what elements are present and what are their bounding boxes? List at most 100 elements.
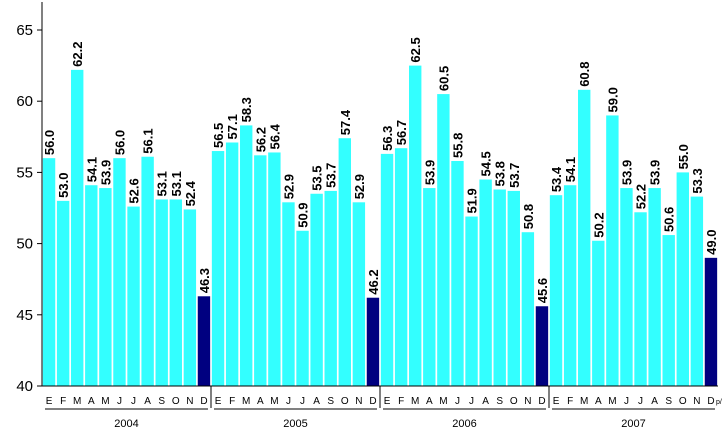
- year-label: 2007: [621, 418, 645, 430]
- data-label: 55.8: [450, 133, 465, 158]
- bar: [704, 257, 718, 386]
- data-label: 45.6: [535, 278, 550, 303]
- bars: [42, 65, 718, 387]
- bar: [141, 156, 154, 386]
- month-label: J: [131, 396, 136, 407]
- month-label: O: [341, 396, 349, 407]
- month-label: E: [46, 396, 53, 407]
- data-label: 49.0: [704, 230, 719, 255]
- year-label: 2004: [114, 418, 138, 430]
- month-label: O: [679, 396, 687, 407]
- data-label: 50.2: [591, 212, 606, 237]
- bar: [56, 200, 70, 386]
- bar: [549, 195, 563, 386]
- month-label: S: [665, 396, 672, 407]
- bar: [606, 115, 619, 386]
- month-label: A: [144, 396, 151, 407]
- data-label: 52.9: [352, 174, 367, 199]
- month-label: S: [327, 396, 334, 407]
- y-tick-label: 60: [16, 93, 33, 110]
- y-tick-label: 55: [16, 164, 33, 181]
- month-label: A: [88, 396, 95, 407]
- data-label: 56.0: [112, 130, 127, 155]
- data-label: 46.3: [197, 268, 212, 293]
- data-label: 54.1: [563, 157, 578, 182]
- month-label: A: [313, 396, 320, 407]
- data-label: 53.5: [310, 165, 325, 190]
- month-label: M: [242, 396, 250, 407]
- data-label: 56.4: [267, 123, 282, 149]
- month-label: E: [384, 396, 391, 407]
- data-label: 62.5: [408, 37, 423, 62]
- data-label: 53.1: [155, 171, 170, 196]
- month-label: M: [439, 396, 447, 407]
- bar: [592, 240, 605, 386]
- month-label: D: [369, 396, 376, 407]
- data-label: 53.4: [549, 166, 564, 192]
- data-label: 50.8: [521, 204, 536, 229]
- bar: [127, 206, 140, 386]
- data-label: 52.4: [183, 180, 198, 206]
- month-label: J: [624, 396, 629, 407]
- data-label: 54.1: [84, 157, 99, 182]
- data-label: 52.9: [281, 174, 296, 199]
- bar: [409, 65, 422, 386]
- month-label: F: [398, 396, 404, 407]
- data-label: 56.1: [141, 128, 156, 153]
- month-label: F: [567, 396, 573, 407]
- month-label: J: [638, 396, 643, 407]
- month-label: D: [707, 396, 714, 407]
- data-label: 53.9: [648, 160, 663, 185]
- bar: [366, 297, 380, 386]
- bar: [113, 158, 126, 386]
- month-label: D: [200, 396, 207, 407]
- data-label: 59.0: [605, 87, 620, 112]
- data-label: 46.2: [366, 269, 381, 294]
- bar: [620, 188, 633, 386]
- bar: [451, 161, 464, 386]
- bar: [338, 138, 351, 386]
- bar: [254, 155, 267, 386]
- bar: [211, 151, 225, 386]
- month-label: D: [538, 396, 545, 407]
- data-label: 53.8: [493, 161, 508, 186]
- bar: [197, 296, 211, 386]
- bar: [99, 188, 112, 386]
- bar: [648, 188, 661, 386]
- data-label: 56.2: [253, 127, 268, 152]
- month-label: F: [229, 396, 235, 407]
- data-label: 53.0: [56, 173, 71, 198]
- bar: [578, 89, 591, 387]
- bar: [240, 125, 253, 387]
- y-tick-label: 40: [16, 378, 33, 395]
- bar: [521, 232, 535, 386]
- month-label: E: [553, 396, 560, 407]
- bar: [507, 190, 520, 386]
- month-label: A: [426, 396, 433, 407]
- data-label: 53.1: [169, 171, 184, 196]
- bar: [479, 179, 492, 386]
- month-label: O: [172, 396, 180, 407]
- month-label: N: [186, 396, 193, 407]
- bar: [465, 216, 478, 386]
- month-label-suffix: p/: [716, 399, 722, 406]
- bar: [310, 193, 323, 386]
- data-label: 52.6: [127, 178, 142, 203]
- month-label: M: [411, 396, 419, 407]
- bar: [634, 212, 647, 386]
- month-label: F: [60, 396, 66, 407]
- month-label: J: [286, 396, 291, 407]
- bar: [296, 230, 309, 386]
- data-label: 56.7: [394, 120, 409, 145]
- data-label: 50.6: [662, 207, 677, 232]
- year-label: 2005: [283, 418, 307, 430]
- month-label: J: [455, 396, 460, 407]
- y-tick-label: 50: [16, 236, 33, 253]
- data-label: 53.9: [619, 160, 634, 185]
- month-label: N: [693, 396, 700, 407]
- y-tick-label: 65: [16, 22, 33, 39]
- data-label: 53.9: [98, 160, 113, 185]
- y-axis: 40 45 50 55 60 65: [16, 2, 43, 395]
